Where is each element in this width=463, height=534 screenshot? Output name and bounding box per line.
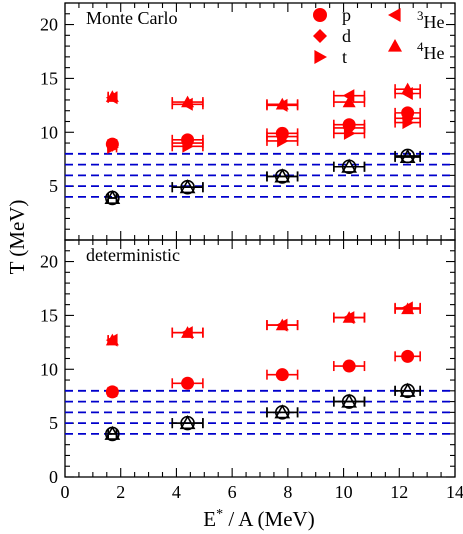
panel-bottom: 0 5 10 15 20 0 2 4 6 8 10 12 14 [40, 239, 463, 502]
series-circle-bottom [105, 349, 421, 399]
legend-marker-2 [314, 50, 327, 64]
y-tick-label-bottom: 0 [49, 467, 58, 487]
data-point [275, 98, 288, 112]
legend-marker-4 [388, 39, 402, 52]
series-circle-top [105, 106, 421, 151]
data-point [182, 139, 195, 153]
data-point [104, 425, 121, 440]
data-point [342, 311, 355, 325]
data-point [341, 158, 358, 173]
data-point [343, 126, 356, 140]
data-point [104, 189, 121, 204]
series-triangle-up-top [105, 82, 421, 110]
y-tick-label-bottom: 20 [40, 252, 58, 272]
x-tick-label: 10 [335, 482, 353, 502]
y-axis-title: T (MeV) [5, 200, 29, 275]
legend-label-sup: 3 [417, 8, 424, 23]
plot-frame-top [64, 2, 456, 241]
plot-frame-bottom [64, 239, 456, 478]
data-point [179, 179, 196, 194]
x-axis-title-sup: * [216, 507, 223, 522]
data-point [181, 376, 195, 390]
x-axis-title: E* / A (MeV) [203, 507, 314, 531]
data-point [105, 91, 118, 105]
data-point [399, 148, 416, 164]
legend-label-main: He [424, 12, 445, 32]
y-tick-label-top: 10 [40, 122, 58, 142]
data-point [401, 349, 415, 363]
data-point [275, 318, 288, 332]
x-tick-label: 4 [172, 482, 181, 502]
legend-label-2: t [342, 47, 347, 67]
data-point [105, 385, 119, 399]
data-point [342, 89, 355, 103]
series-triangle-right-top [107, 116, 421, 154]
y-tick-label-bottom: 15 [40, 305, 58, 325]
y-tick-label-bottom: 5 [49, 413, 58, 433]
legend-label-sup: 4 [417, 39, 424, 54]
legend-marker-0 [313, 8, 327, 22]
series-open-triangle-top [104, 148, 421, 204]
x-axis-title-suffix: / A (MeV) [223, 507, 315, 531]
data-point [181, 326, 193, 340]
x-tick-label: 6 [228, 482, 237, 502]
legend-label-main: He [424, 43, 445, 63]
x-tick-label: 2 [116, 482, 125, 502]
data-point [275, 368, 289, 382]
data-point [274, 168, 291, 183]
legend-label-4: 4He [417, 39, 445, 63]
data-point [399, 382, 416, 397]
series-diamond-top [105, 111, 421, 152]
data-point [341, 393, 358, 408]
x-tick-label: 14 [446, 482, 463, 502]
data-point [274, 404, 291, 419]
y-tick-label-bottom: 10 [40, 359, 58, 379]
legend-marker-1 [313, 29, 327, 43]
data-point [401, 86, 413, 100]
legend-label-3: 3He [417, 8, 445, 32]
x-axis-title-prefix: E [203, 507, 216, 531]
y-tick-label-top: 5 [49, 176, 58, 196]
data-point [342, 359, 356, 373]
y-tick-label-top: 15 [40, 68, 58, 88]
panel-label-top: Monte Carlo [86, 8, 178, 28]
panel-label-bottom: deterministic [86, 245, 180, 265]
panel-top: 5 10 15 20 [40, 2, 456, 241]
x-tick-label: 8 [283, 482, 292, 502]
data-point [402, 116, 415, 130]
data-point [277, 134, 289, 148]
series-triangle-up-bottom [105, 302, 421, 346]
legend-label-0: p [342, 5, 351, 25]
data-point [105, 333, 118, 347]
y-tick-label-top: 20 [40, 15, 58, 35]
x-tick-label: 12 [390, 482, 408, 502]
legend-marker-3 [388, 8, 401, 22]
legend-label-1: d [342, 26, 351, 46]
data-point [342, 95, 356, 108]
series-open-triangle-bottom [104, 382, 421, 440]
data-point [401, 301, 413, 315]
panels: 5 10 15 20 0 5 10 15 20 0 2 4 6 8 10 12 14 [40, 2, 463, 502]
data-point [107, 140, 119, 154]
series-triangle-left-top [105, 86, 421, 112]
x-tick-label: 0 [61, 482, 70, 502]
data-point [181, 97, 193, 111]
series-triangle-left-bottom [105, 301, 421, 347]
data-point [179, 414, 196, 430]
